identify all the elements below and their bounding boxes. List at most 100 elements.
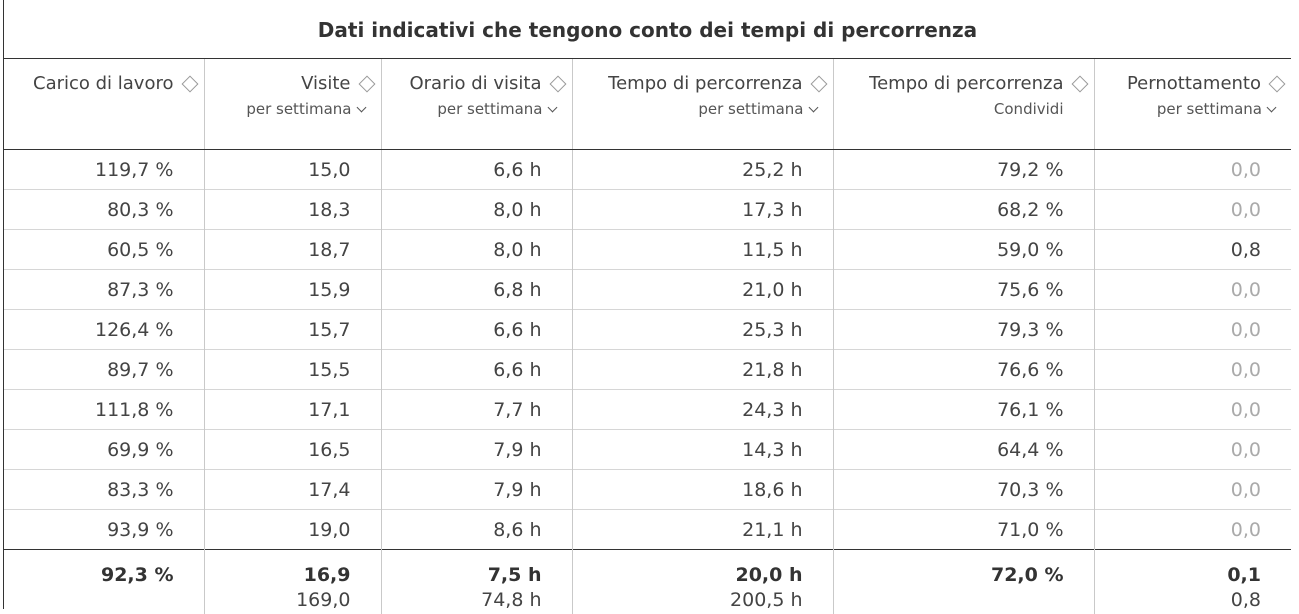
table-cell: 6,6 h <box>380 349 572 390</box>
table-cell: 80,3 % <box>4 189 204 230</box>
table-cell: 59,0 % <box>832 229 1094 270</box>
table-cell: 0,0 <box>1093 309 1291 350</box>
table-body: 119,7 % 15,0 6,6 h 25,2 h 79,2 % 0,0 80,3 % 18,… <box>4 149 1291 550</box>
table-cell: 60,5 % <box>4 229 204 270</box>
table-cell: 11,5 h <box>571 229 833 270</box>
column-header-tempo[interactable]: Tempo di percorrenza per settimana <box>571 58 833 150</box>
table-cell: 79,2 % <box>832 149 1094 190</box>
table-title: Dati indicativi che tengono conto dei te… <box>317 18 978 42</box>
total-cell: 169,0 <box>203 586 381 614</box>
sort-icon[interactable] <box>181 75 198 92</box>
table-cell: 79,3 % <box>832 309 1094 350</box>
left-border <box>3 0 4 609</box>
total-row: 169,0 74,8 h 200,5 h 0,8 <box>4 586 1291 614</box>
table-cell: 17,4 <box>203 469 381 510</box>
table-cell: 21,1 h <box>571 509 833 550</box>
table-cell: 126,4 % <box>4 309 204 350</box>
period-label: per settimana <box>437 100 543 118</box>
sort-icon[interactable] <box>549 75 566 92</box>
table-cell: 18,7 <box>203 229 381 270</box>
period-label: per settimana <box>246 100 352 118</box>
column-label: Carico di lavoro <box>33 73 174 94</box>
column-header-tempo-quota[interactable]: Tempo di percorrenza Condividi <box>832 58 1094 150</box>
table-cell: 16,5 <box>203 429 381 470</box>
column-label: Visite <box>301 73 351 94</box>
table-cell: 15,9 <box>203 269 381 310</box>
table-row[interactable]: 93,9 % 19,0 8,6 h 21,1 h 71,0 % 0,0 <box>4 509 1291 550</box>
table-row[interactable]: 60,5 % 18,7 8,0 h 11,5 h 59,0 % 0,8 <box>4 229 1291 270</box>
sort-icon[interactable] <box>1268 75 1286 92</box>
average-cell: 7,5 h <box>380 549 572 586</box>
period-label: per settimana <box>1156 100 1262 118</box>
column-label: Pernottamento <box>1126 73 1261 94</box>
average-cell: 20,0 h <box>571 549 833 586</box>
table-cell: 0,0 <box>1093 429 1291 470</box>
share-label: Condividi <box>993 100 1064 118</box>
table-row[interactable]: 119,7 % 15,0 6,6 h 25,2 h 79,2 % 0,0 <box>4 149 1291 190</box>
table-cell: 75,6 % <box>832 269 1094 310</box>
table-cell: 25,2 h <box>571 149 833 190</box>
table-cell: 6,6 h <box>380 309 572 350</box>
table-cell: 71,0 % <box>832 509 1094 550</box>
table-cell: 0,0 <box>1093 469 1291 510</box>
table-cell: 93,9 % <box>4 509 204 550</box>
table-cell: 15,5 <box>203 349 381 390</box>
table-row[interactable]: 89,7 % 15,5 6,6 h 21,8 h 76,6 % 0,0 <box>4 349 1291 390</box>
table-cell: 0,0 <box>1093 389 1291 430</box>
period-dropdown[interactable]: per settimana <box>205 100 366 118</box>
table-cell: 14,3 h <box>571 429 833 470</box>
period-label: per settimana <box>698 100 804 118</box>
total-cell <box>832 586 1094 614</box>
chevron-down-icon <box>808 102 818 113</box>
column-label: Tempo di percorrenza <box>869 73 1064 94</box>
table-cell: 0,0 <box>1093 349 1291 390</box>
total-cell: 0,8 <box>1093 586 1291 614</box>
table-cell: 70,3 % <box>832 469 1094 510</box>
table-cell: 25,3 h <box>571 309 833 350</box>
table-row[interactable]: 69,9 % 16,5 7,9 h 14,3 h 64,4 % 0,0 <box>4 429 1291 470</box>
column-header-carico[interactable]: Carico di lavoro <box>4 58 204 150</box>
table-row[interactable]: 80,3 % 18,3 8,0 h 17,3 h 68,2 % 0,0 <box>4 189 1291 230</box>
column-label: Orario di visita <box>409 73 542 94</box>
table-cell: 0,0 <box>1093 509 1291 550</box>
table-row[interactable]: 126,4 % 15,7 6,6 h 25,3 h 79,3 % 0,0 <box>4 309 1291 350</box>
table-row[interactable]: 111,8 % 17,1 7,7 h 24,3 h 76,1 % 0,0 <box>4 389 1291 430</box>
table-cell: 8,0 h <box>380 189 572 230</box>
table-cell: 7,9 h <box>380 469 572 510</box>
sort-icon[interactable] <box>1071 75 1088 92</box>
table-cell: 19,0 <box>203 509 381 550</box>
sort-icon[interactable] <box>810 75 827 92</box>
table-cell: 87,3 % <box>4 269 204 310</box>
table-cell: 89,7 % <box>4 349 204 390</box>
column-header-orario[interactable]: Orario di visita per settimana <box>380 58 572 150</box>
table-cell: 17,3 h <box>571 189 833 230</box>
table-cell: 21,8 h <box>571 349 833 390</box>
table-cell: 17,1 <box>203 389 381 430</box>
period-dropdown[interactable]: per settimana <box>573 100 818 118</box>
period-dropdown[interactable]: per settimana <box>1095 100 1277 118</box>
sort-icon[interactable] <box>358 75 375 92</box>
column-header-visite[interactable]: Visite per settimana <box>203 58 381 150</box>
table-cell: 8,6 h <box>380 509 572 550</box>
average-cell: 72,0 % <box>832 549 1094 586</box>
chevron-down-icon <box>547 102 557 113</box>
table-cell: 0,8 <box>1093 229 1291 270</box>
table-cell: 8,0 h <box>380 229 572 270</box>
table-cell: 0,0 <box>1093 269 1291 310</box>
table-row[interactable]: 87,3 % 15,9 6,8 h 21,0 h 75,6 % 0,0 <box>4 269 1291 310</box>
average-cell: 92,3 % <box>4 549 204 586</box>
table-cell: 76,6 % <box>832 349 1094 390</box>
average-cell: 16,9 <box>203 549 381 586</box>
header-row: Carico di lavoro Visite per settimana Or… <box>4 58 1291 150</box>
total-cell: 200,5 h <box>571 586 833 614</box>
column-header-pernottamento[interactable]: Pernottamento per settimana <box>1093 58 1291 150</box>
table-cell: 0,0 <box>1093 189 1291 230</box>
table-row[interactable]: 83,3 % 17,4 7,9 h 18,6 h 70,3 % 0,0 <box>4 469 1291 510</box>
table-cell: 18,3 <box>203 189 381 230</box>
table-cell: 83,3 % <box>4 469 204 510</box>
table-cell: 15,0 <box>203 149 381 190</box>
average-cell: 0,1 <box>1093 549 1291 586</box>
table-cell: 119,7 % <box>95 158 174 181</box>
table-cell: 64,4 % <box>832 429 1094 470</box>
period-dropdown[interactable]: per settimana <box>382 100 557 118</box>
